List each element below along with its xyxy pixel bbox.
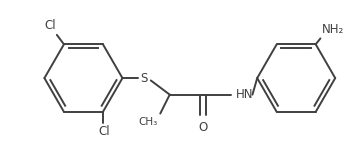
Text: S: S (140, 72, 147, 85)
Text: Cl: Cl (98, 125, 110, 138)
Text: O: O (198, 121, 208, 134)
Text: Cl: Cl (44, 20, 56, 33)
Text: NH₂: NH₂ (321, 23, 344, 36)
Text: HN: HN (236, 88, 253, 101)
Text: CH₃: CH₃ (138, 117, 158, 127)
